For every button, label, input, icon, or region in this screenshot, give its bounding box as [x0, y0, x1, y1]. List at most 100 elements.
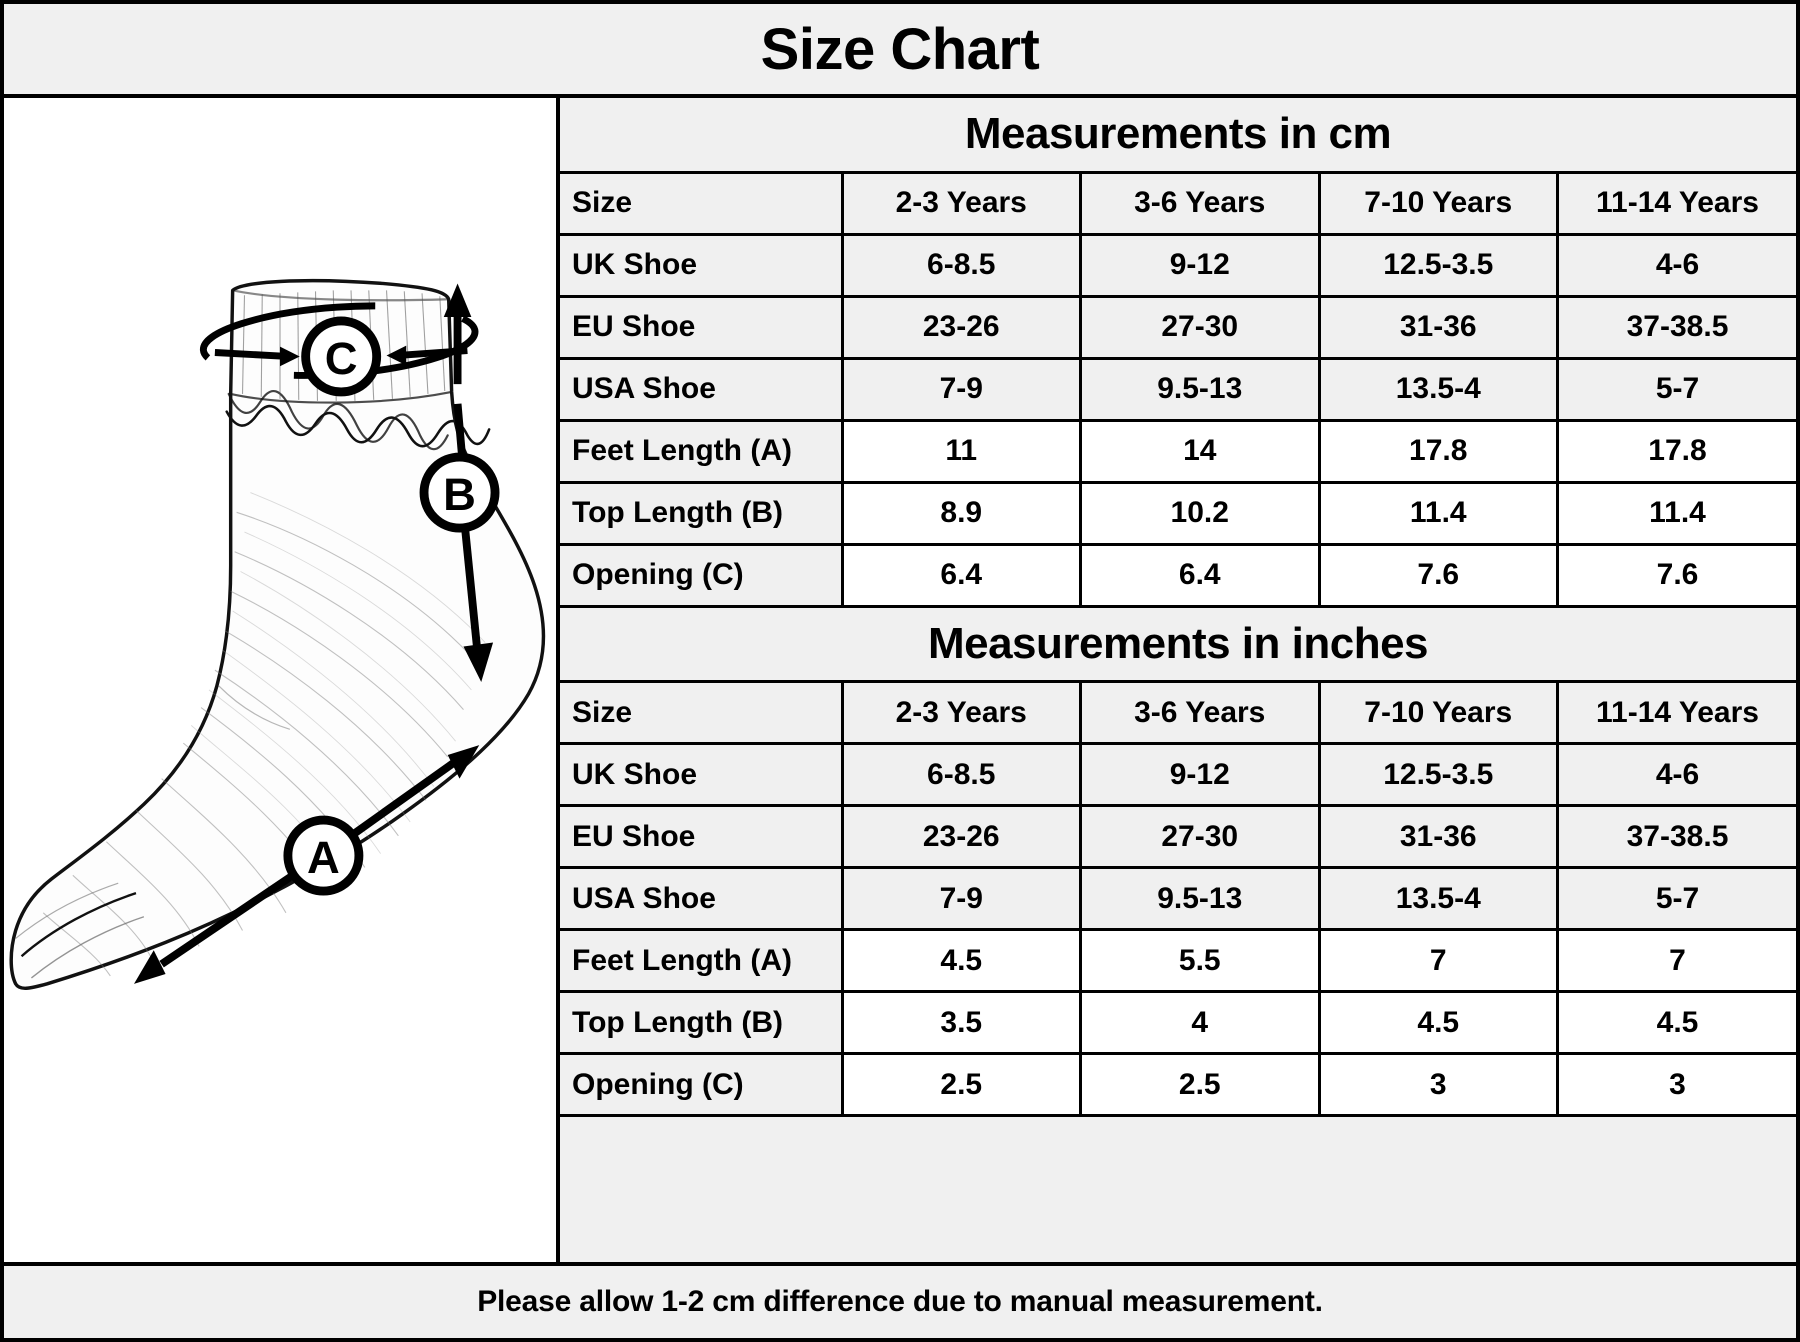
- row-label-eu-shoe-cm: EU Shoe: [560, 294, 844, 360]
- page-title: Size Chart: [760, 16, 1040, 82]
- row-label-feet-length-cm: Feet Length (A): [560, 418, 844, 484]
- row-label-top-length-cm: Top Length (B): [560, 480, 844, 546]
- measurements-table-inches: Measurements in inches Size 2-3 Years 3-…: [560, 607, 1796, 1117]
- marker-a-label: A: [307, 832, 340, 883]
- cell-eu-shoe-3-inches: 37-38.5: [1556, 804, 1796, 869]
- cell-top-length-3-cm: 11.4: [1556, 480, 1796, 546]
- header-col-0-cm: 2-3 Years: [840, 170, 1082, 236]
- cell-usa-shoe-3-cm: 5-7: [1556, 356, 1796, 422]
- header-col-3-inches: 11-14 Years: [1556, 680, 1796, 745]
- cell-opening-2-inches: 3: [1317, 1052, 1559, 1117]
- header-col-3-cm: 11-14 Years: [1556, 170, 1796, 236]
- sock-diagram: C B: [9, 278, 546, 990]
- header-col-1-cm: 3-6 Years: [1079, 170, 1321, 236]
- section-title-row-inches: Measurements in inches: [560, 607, 1796, 683]
- cell-feet-length-1-inches: 5.5: [1079, 928, 1321, 993]
- cell-feet-length-3-inches: 7: [1556, 928, 1796, 993]
- table-row: Top Length (B) 3.5 4 4.5 4.5: [560, 990, 1796, 1055]
- measurements-table-cm: Measurements in cm Size 2-3 Years 3-6 Ye…: [560, 98, 1796, 608]
- table-row: EU Shoe 23-26 27-30 31-36 37-38.5: [560, 294, 1796, 360]
- cell-opening-1-cm: 6.4: [1079, 542, 1321, 608]
- section-title-inches: Measurements in inches: [560, 607, 1796, 683]
- table-row: UK Shoe 6-8.5 9-12 12.5-3.5 4-6: [560, 232, 1796, 298]
- header-label-cm: Size: [560, 170, 844, 236]
- table-row: Opening (C) 6.4 6.4 7.6 7.6: [560, 542, 1796, 608]
- cell-feet-length-2-cm: 17.8: [1317, 418, 1559, 484]
- row-label-feet-length-inches: Feet Length (A): [560, 928, 844, 993]
- cell-usa-shoe-2-cm: 13.5-4: [1317, 356, 1559, 422]
- cell-uk-shoe-0-inches: 6-8.5: [840, 742, 1082, 807]
- cell-usa-shoe-0-inches: 7-9: [840, 866, 1082, 931]
- cell-feet-length-0-inches: 4.5: [840, 928, 1082, 993]
- cell-feet-length-0-cm: 11: [840, 418, 1082, 484]
- measurement-disclaimer: Please allow 1-2 cm difference due to ma…: [477, 1285, 1323, 1318]
- table-row: EU Shoe 23-26 27-30 31-36 37-38.5: [560, 804, 1796, 869]
- table-header-row-inches: Size 2-3 Years 3-6 Years 7-10 Years 11-1…: [560, 680, 1796, 745]
- cell-uk-shoe-3-inches: 4-6: [1556, 742, 1796, 807]
- row-label-opening-cm: Opening (C): [560, 542, 844, 608]
- cell-opening-3-inches: 3: [1556, 1052, 1796, 1117]
- cell-top-length-0-inches: 3.5: [840, 990, 1082, 1055]
- cell-uk-shoe-2-inches: 12.5-3.5: [1317, 742, 1559, 807]
- table-row: UK Shoe 6-8.5 9-12 12.5-3.5 4-6: [560, 742, 1796, 807]
- measurement-marker-c-group: C: [199, 302, 479, 397]
- cell-feet-length-1-cm: 14: [1079, 418, 1321, 484]
- chart-body: C B: [4, 98, 1796, 1262]
- cell-top-length-2-inches: 4.5: [1317, 990, 1559, 1055]
- measurement-marker-a-group: A: [134, 745, 480, 984]
- cell-top-length-1-inches: 4: [1079, 990, 1321, 1055]
- table-header-row-cm: Size 2-3 Years 3-6 Years 7-10 Years 11-1…: [560, 170, 1796, 236]
- cell-eu-shoe-0-inches: 23-26: [840, 804, 1082, 869]
- cell-opening-0-inches: 2.5: [840, 1052, 1082, 1117]
- cell-opening-1-inches: 2.5: [1079, 1052, 1321, 1117]
- table-row: Opening (C) 2.5 2.5 3 3: [560, 1052, 1796, 1117]
- cell-opening-2-cm: 7.6: [1317, 542, 1559, 608]
- cell-uk-shoe-1-inches: 9-12: [1079, 742, 1321, 807]
- measurement-marker-b-group: B: [419, 283, 500, 682]
- cell-top-length-3-inches: 4.5: [1556, 990, 1796, 1055]
- row-label-opening-inches: Opening (C): [560, 1052, 844, 1117]
- tables-pane: Measurements in cm Size 2-3 Years 3-6 Ye…: [560, 98, 1796, 1262]
- cell-uk-shoe-0-cm: 6-8.5: [840, 232, 1082, 298]
- marker-a-badge: [283, 815, 364, 896]
- title-bar: Size Chart: [4, 4, 1796, 98]
- cell-usa-shoe-3-inches: 5-7: [1556, 866, 1796, 931]
- table-row: USA Shoe 7-9 9.5-13 13.5-4 5-7: [560, 866, 1796, 931]
- cell-uk-shoe-3-cm: 4-6: [1556, 232, 1796, 298]
- marker-b-badge: [419, 452, 500, 533]
- cell-eu-shoe-1-inches: 27-30: [1079, 804, 1321, 869]
- table-row: Feet Length (A) 4.5 5.5 7 7: [560, 928, 1796, 993]
- cell-feet-length-3-cm: 17.8: [1556, 418, 1796, 484]
- header-col-2-inches: 7-10 Years: [1317, 680, 1559, 745]
- cell-usa-shoe-1-inches: 9.5-13: [1079, 866, 1321, 931]
- cell-usa-shoe-0-cm: 7-9: [840, 356, 1082, 422]
- cell-uk-shoe-2-cm: 12.5-3.5: [1317, 232, 1559, 298]
- cell-top-length-0-cm: 8.9: [840, 480, 1082, 546]
- header-col-1-inches: 3-6 Years: [1079, 680, 1321, 745]
- row-label-usa-shoe-cm: USA Shoe: [560, 356, 844, 422]
- section-title-row-cm: Measurements in cm: [560, 98, 1796, 174]
- marker-c-label: C: [325, 333, 358, 384]
- table-row: Top Length (B) 8.9 10.2 11.4 11.4: [560, 480, 1796, 546]
- row-label-uk-shoe-cm: UK Shoe: [560, 232, 844, 298]
- row-label-top-length-inches: Top Length (B): [560, 990, 844, 1055]
- marker-b-label: B: [443, 469, 476, 520]
- cell-top-length-2-cm: 11.4: [1317, 480, 1559, 546]
- header-label-inches: Size: [560, 680, 844, 745]
- cell-eu-shoe-2-inches: 31-36: [1317, 804, 1559, 869]
- cell-eu-shoe-0-cm: 23-26: [840, 294, 1082, 360]
- section-title-cm: Measurements in cm: [560, 98, 1796, 174]
- cell-top-length-1-cm: 10.2: [1079, 480, 1321, 546]
- marker-c-badge: [301, 316, 382, 397]
- cell-eu-shoe-1-cm: 27-30: [1079, 294, 1321, 360]
- cell-feet-length-2-inches: 7: [1317, 928, 1559, 993]
- cell-uk-shoe-1-cm: 9-12: [1079, 232, 1321, 298]
- row-label-eu-shoe-inches: EU Shoe: [560, 804, 844, 869]
- header-col-2-cm: 7-10 Years: [1317, 170, 1559, 236]
- footer-bar: Please allow 1-2 cm difference due to ma…: [4, 1262, 1796, 1338]
- sock-illustration-pane: C B: [4, 98, 560, 1262]
- cell-usa-shoe-1-cm: 9.5-13: [1079, 356, 1321, 422]
- cell-usa-shoe-2-inches: 13.5-4: [1317, 866, 1559, 931]
- table-row: Feet Length (A) 11 14 17.8 17.8: [560, 418, 1796, 484]
